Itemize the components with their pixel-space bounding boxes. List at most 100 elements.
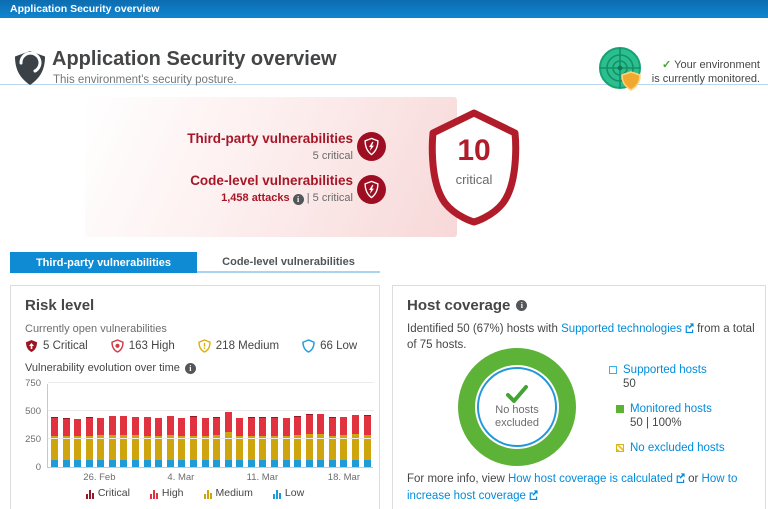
supported-hosts-link[interactable]: Supported hosts [623, 364, 707, 376]
chart-bar [132, 416, 140, 467]
mini-bar-chart-icon [149, 490, 158, 499]
excluded-hosts-link[interactable]: No excluded hosts [630, 442, 725, 454]
chart-bar [294, 416, 302, 467]
critical-shield-icon [26, 340, 37, 352]
chart-bar [85, 417, 93, 467]
x-tick-label: 26. Feb [83, 472, 116, 483]
severity-medium[interactable]: 218 Medium [198, 339, 279, 353]
x-tick-label: 18. Mar [327, 472, 360, 483]
chart-legend-item-critical[interactable]: Critical [85, 487, 130, 499]
third-party-title[interactable]: Third-party vulnerabilities [187, 131, 353, 146]
y-tick-label: 250 [25, 434, 41, 445]
radar-monitored-icon [598, 46, 644, 97]
chart-bar [352, 414, 360, 467]
monitored-status-text: ✓ Your environment is currently monitored… [651, 58, 760, 85]
vulnerability-evolution-chart [47, 382, 374, 468]
code-level-title[interactable]: Code-level vulnerabilities [190, 173, 353, 188]
low-shield-icon [302, 339, 315, 353]
chart-gridline [48, 438, 374, 439]
donut-label-line1: No hosts [495, 404, 539, 416]
chart-bar [155, 417, 163, 467]
info-icon[interactable]: i [516, 300, 528, 311]
chart-bar [178, 417, 186, 467]
external-link-icon [684, 323, 694, 338]
chart-bar [201, 417, 209, 467]
page-title: Application Security overview [52, 48, 337, 70]
chart-legend-item-medium[interactable]: Medium [203, 487, 253, 499]
host-coverage-title: Host coverage [407, 297, 511, 314]
severity-critical[interactable]: 5 Critical [25, 339, 88, 353]
total-critical-label: critical [455, 172, 493, 187]
supported-hosts-icon [609, 366, 617, 374]
chart-gridline [48, 382, 374, 383]
x-tick-label: 11. Mar [246, 472, 279, 483]
host-coverage-legend: Supported hosts 50 Monitored hosts 50 | … [609, 364, 725, 467]
host-coverage-intro: Identified 50 (67%) hosts with Supported… [407, 323, 755, 351]
supported-technologies-link[interactable]: Supported technologies [561, 323, 694, 335]
footer-period: . [407, 505, 759, 509]
legend-supported-hosts: Supported hosts 50 [609, 364, 725, 390]
check-icon [506, 385, 528, 403]
how-increase-coverage-link[interactable]: How to increase host coverage [407, 473, 737, 502]
chart-bar [143, 416, 151, 467]
app-security-shield-icon [13, 50, 47, 91]
how-coverage-calculated-link[interactable]: How host coverage is calculated [508, 473, 685, 485]
third-party-summary[interactable]: Third-party vulnerabilities 5 critical [133, 131, 353, 162]
y-tick-label: 0 [35, 462, 41, 473]
chart-title: Vulnerability evolution over time [25, 362, 180, 374]
severity-low[interactable]: 66 Low [302, 339, 357, 353]
risk-level-card: Risk level Currently open vulnerabilitie… [10, 285, 380, 509]
chart-legend-item-high[interactable]: High [149, 487, 184, 499]
code-level-summary[interactable]: Code-level vulnerabilities 1,458 attacks… [133, 173, 353, 205]
chart-legend-item-low[interactable]: Low [272, 487, 304, 499]
chart-title-row: Vulnerability evolution over time i [25, 362, 196, 374]
chart-bars [48, 383, 374, 467]
chart-bar [340, 416, 348, 467]
monitored-hosts-link[interactable]: Monitored hosts [630, 403, 712, 415]
chart-bar [247, 417, 255, 467]
chart-bar [305, 414, 313, 467]
chart-bar [74, 418, 82, 467]
y-tick-label: 750 [25, 378, 41, 389]
chart-bar [189, 415, 197, 467]
host-coverage-donut[interactable]: No hosts excluded [458, 348, 576, 466]
chart-bar [97, 417, 105, 467]
legend-monitored-hosts: Monitored hosts 50 | 100% [616, 403, 725, 429]
host-coverage-card: Host coverage i Identified 50 (67%) host… [392, 285, 766, 509]
external-link-icon [675, 472, 685, 488]
chart-y-axis: 0 250 500 750 [11, 378, 43, 473]
top-breadcrumb-bar[interactable]: Application Security overview [0, 0, 768, 18]
tab-third-party-vulnerabilities[interactable]: Third-party vulnerabilities [10, 252, 197, 273]
info-icon[interactable]: i [292, 194, 304, 205]
severity-summary-row: 5 Critical 163 High 218 Medium [25, 339, 357, 353]
chart-bar [120, 415, 128, 467]
chart-bar [166, 415, 174, 467]
total-critical-shield-icon [420, 108, 528, 226]
attacks-count: 1,458 attacks [221, 192, 290, 204]
host-coverage-footer: For more info, view How host coverage is… [407, 471, 759, 509]
severity-high[interactable]: 163 High [111, 339, 175, 353]
code-level-shield-badge-icon[interactable] [357, 175, 386, 204]
monitored-hosts-icon [616, 405, 624, 413]
info-icon[interactable]: i [184, 362, 196, 374]
monitored-hosts-value: 50 | 100% [630, 417, 682, 429]
chart-bar [259, 417, 267, 467]
page-subtitle: This environment's security posture. [53, 74, 237, 86]
environment-monitored-widget: ✓ Your environment is currently monitored… [598, 46, 760, 97]
high-shield-icon [111, 339, 124, 353]
supported-hosts-value: 50 [623, 378, 636, 390]
mini-bar-chart-icon [203, 490, 212, 499]
breadcrumb: Application Security overview [10, 3, 160, 15]
mini-bar-chart-icon [272, 490, 281, 499]
chart-bar [51, 417, 58, 467]
third-party-shield-badge-icon[interactable] [357, 132, 386, 161]
donut-center: No hosts excluded [477, 367, 557, 447]
chart-bar [270, 417, 278, 467]
chart-bar [363, 415, 371, 467]
chart-bar [282, 417, 290, 467]
page-header: Application Security overview This envir… [0, 18, 768, 91]
code-level-stats: 1,458 attacks i | 5 critical [221, 192, 353, 205]
tab-code-level-vulnerabilities[interactable]: Code-level vulnerabilities [197, 252, 380, 273]
risk-level-title: Risk level [25, 297, 95, 314]
